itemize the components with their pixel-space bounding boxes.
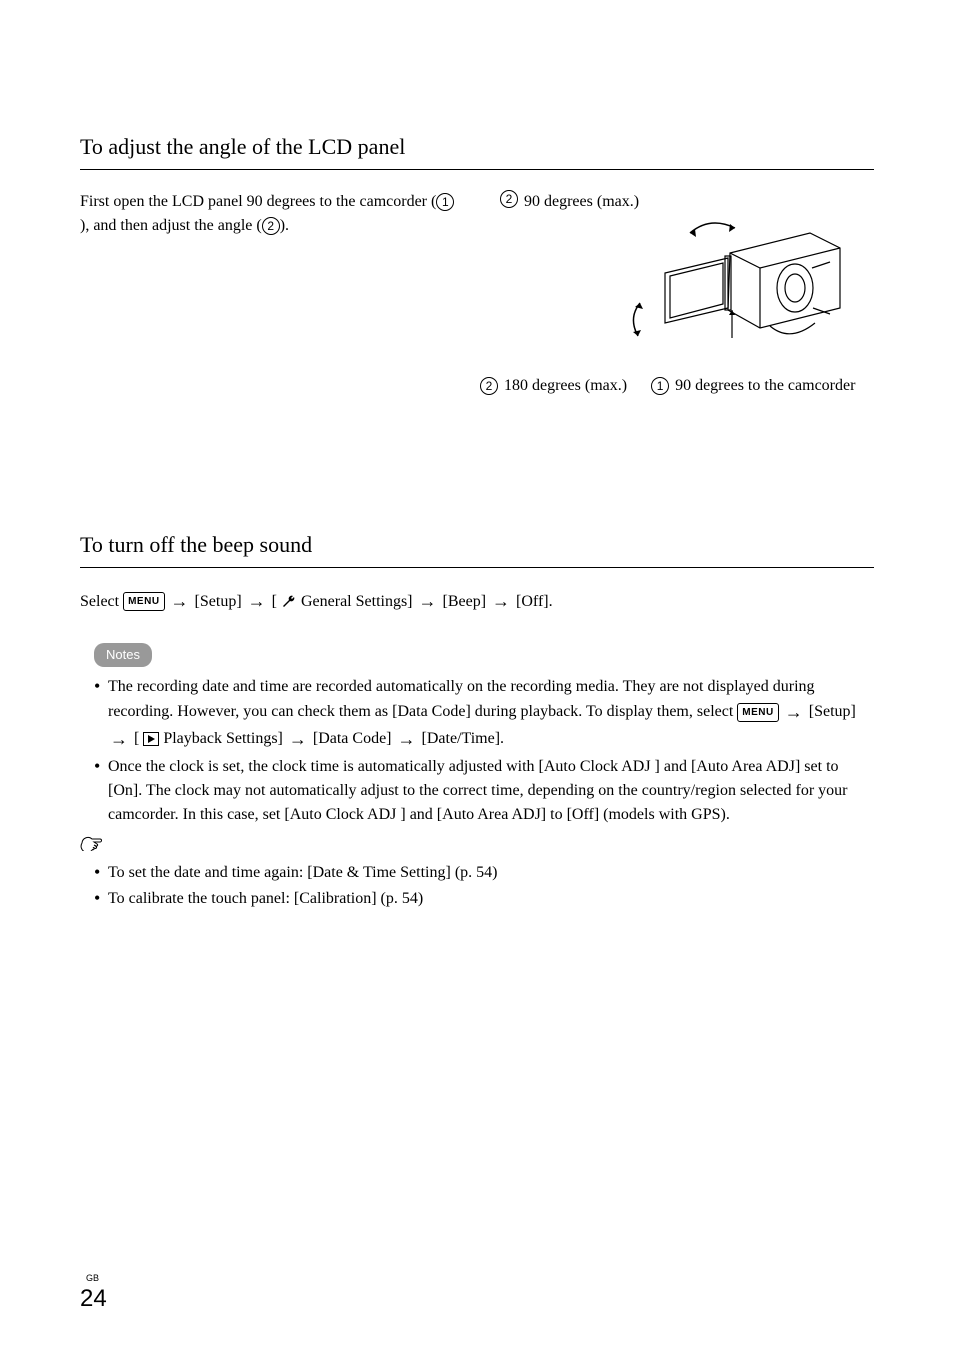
- lcd-text-p3: ).: [280, 217, 289, 234]
- page-footer: GB 24: [80, 1272, 107, 1318]
- lcd-content-row: First open the LCD panel 90 degrees to t…: [80, 190, 874, 398]
- beep-general: General Settings]: [301, 590, 413, 614]
- notes-item-2: Once the clock is set, the clock time is…: [94, 755, 874, 827]
- beep-select: Select: [80, 590, 119, 614]
- wrench-icon: [281, 594, 297, 610]
- arrow-icon: →: [110, 726, 128, 753]
- circled-2-bottom: 2: [480, 377, 498, 395]
- arrow-icon: →: [492, 588, 510, 615]
- arrow-icon: →: [248, 588, 266, 615]
- notes-item1-a: The recording date and time are recorded…: [108, 678, 815, 720]
- lcd-text-p2: ), and then adjust the angle (: [80, 217, 262, 234]
- page-number: 24: [80, 1285, 107, 1312]
- tips-block: To set the date and time again: [Date & …: [80, 829, 874, 911]
- gb-label: GB: [86, 1272, 107, 1286]
- playback-icon: [143, 732, 159, 746]
- camcorder-illustration: [580, 218, 850, 358]
- tips-item-2: To calibrate the touch panel: [Calibrati…: [94, 887, 874, 911]
- lcd-figure: 2 90 degrees (max.): [480, 190, 874, 398]
- beep-section: To turn off the beep sound Select MENU →…: [80, 528, 874, 615]
- notes-item1-setup: [Setup]: [809, 703, 856, 720]
- circled-2-top: 2: [500, 190, 518, 208]
- lcd-angle-section: To adjust the angle of the LCD panel Fir…: [80, 130, 874, 398]
- figure-bottom-labels: 2 180 degrees (max.) 1 90 degrees to the…: [480, 374, 874, 398]
- notes-block: Notes The recording date and time are re…: [80, 643, 874, 827]
- bottom-right-text: 90 degrees to the camcorder: [675, 374, 855, 398]
- notes-item1-datetime: [Date/Time].: [422, 730, 505, 747]
- figure-top-label: 2 90 degrees (max.): [500, 190, 874, 214]
- arrow-icon: →: [419, 588, 437, 615]
- circled-1-inline: 1: [436, 193, 454, 211]
- beep-path: Select MENU → [Setup] → [ General Settin…: [80, 588, 874, 615]
- tips-list: To set the date and time again: [Date & …: [80, 861, 874, 911]
- beep-off: [Off].: [516, 590, 553, 614]
- arrow-icon: →: [289, 726, 307, 753]
- notes-item1-datacode: [Data Code]: [313, 730, 396, 747]
- lcd-text-p1: First open the LCD panel 90 degrees to t…: [80, 193, 436, 210]
- notes-list: The recording date and time are recorded…: [80, 675, 874, 827]
- menu-box-icon: MENU: [123, 592, 164, 611]
- menu-box-icon: MENU: [737, 703, 778, 722]
- tips-item-1: To set the date and time again: [Date & …: [94, 861, 874, 885]
- bottom-left-label: 2 180 degrees (max.): [480, 374, 627, 398]
- beep-setup: [Setup]: [195, 590, 242, 614]
- bottom-left-text: 180 degrees (max.): [504, 374, 627, 398]
- lcd-section-title: To adjust the angle of the LCD panel: [80, 130, 874, 170]
- lcd-paragraph: First open the LCD panel 90 degrees to t…: [80, 190, 460, 398]
- arrow-icon: →: [398, 726, 416, 753]
- notes-item-1: The recording date and time are recorded…: [94, 675, 874, 753]
- circled-2-inline: 2: [262, 217, 280, 235]
- arrow-icon: →: [785, 699, 803, 726]
- bottom-right-label: 1 90 degrees to the camcorder: [651, 374, 855, 398]
- beep-beep: [Beep]: [443, 590, 487, 614]
- hand-pointing-icon: [80, 835, 102, 851]
- bracket-open: [: [134, 730, 143, 747]
- notes-item1-playback: Playback Settings]: [163, 730, 287, 747]
- top-label-text: 90 degrees (max.): [524, 190, 639, 214]
- bracket-open: [: [272, 590, 277, 614]
- arrow-icon: →: [171, 588, 189, 615]
- circled-1-bottom: 1: [651, 377, 669, 395]
- beep-section-title: To turn off the beep sound: [80, 528, 874, 568]
- notes-pill: Notes: [94, 643, 152, 667]
